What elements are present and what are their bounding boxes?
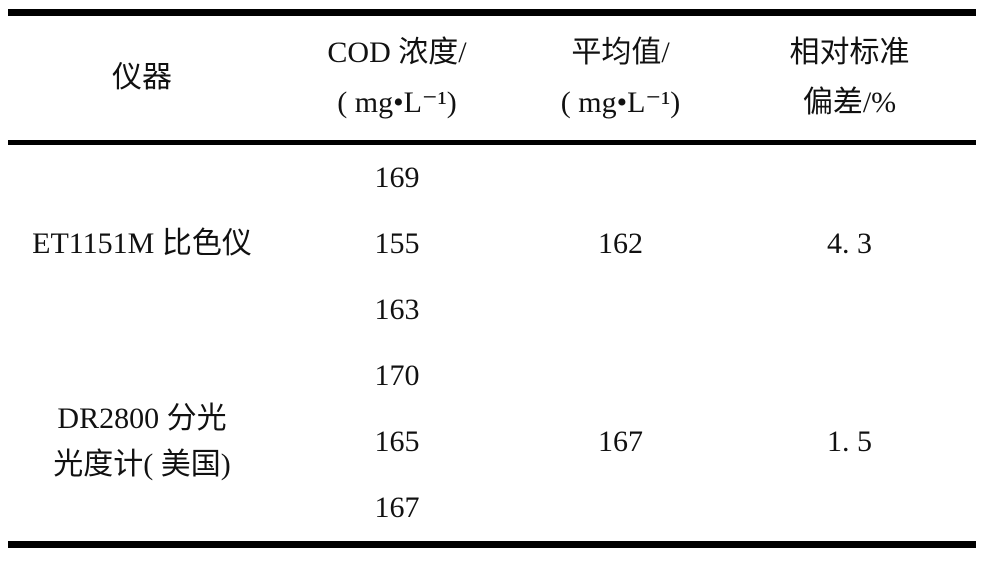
instrument-name-dr2800: DR2800 分光 光度计( 美国)	[53, 402, 231, 481]
table-header-row: 仪器 COD 浓度/ ( mg•L⁻¹) 平均值/ ( mg•L⁻¹) 相对标准…	[8, 13, 976, 143]
table-row: 165	[8, 409, 976, 475]
table-header: 仪器 COD 浓度/ ( mg•L⁻¹) 平均值/ ( mg•L⁻¹) 相对标准…	[8, 13, 976, 143]
cod-comparison-table: 仪器 COD 浓度/ ( mg•L⁻¹) 平均值/ ( mg•L⁻¹) 相对标准…	[8, 9, 976, 548]
rsd-value: 1. 5	[827, 425, 872, 458]
col-header-instrument: 仪器	[112, 61, 172, 94]
table-row: 155	[8, 211, 976, 277]
col-header-mean-value: 平均值/ ( mg•L⁻¹)	[560, 36, 681, 119]
col-header-cod-concentration: COD 浓度/ ( mg•L⁻¹)	[327, 36, 467, 119]
cod-value: 163	[374, 293, 420, 326]
table-row: 167	[8, 475, 976, 545]
table-row: ET1151M 比色仪 169 162 4. 3	[8, 143, 976, 260]
cod-value: 167	[374, 491, 420, 524]
table-row: 163	[8, 277, 976, 343]
mean-value: 162	[598, 227, 643, 260]
table-body: ET1151M 比色仪 169 162 4. 3 155 163 DR2800 …	[8, 143, 976, 545]
cod-value: 165	[374, 425, 420, 458]
table-row: DR2800 分光 光度计( 美国) 170 167 1. 5	[8, 343, 976, 481]
instrument-name-et1151m: ET1151M 比色仪	[32, 227, 252, 260]
cod-value: 155	[374, 227, 420, 260]
col-header-relative-std-deviation: 相对标准 偏差/%	[789, 36, 910, 119]
cod-value: 169	[374, 161, 420, 194]
cod-value: 170	[374, 359, 420, 392]
mean-value: 167	[598, 425, 643, 458]
rsd-value: 4. 3	[827, 227, 872, 260]
